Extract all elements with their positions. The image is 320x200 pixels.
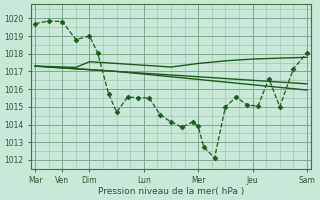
- X-axis label: Pression niveau de la mer( hPa ): Pression niveau de la mer( hPa ): [98, 187, 244, 196]
